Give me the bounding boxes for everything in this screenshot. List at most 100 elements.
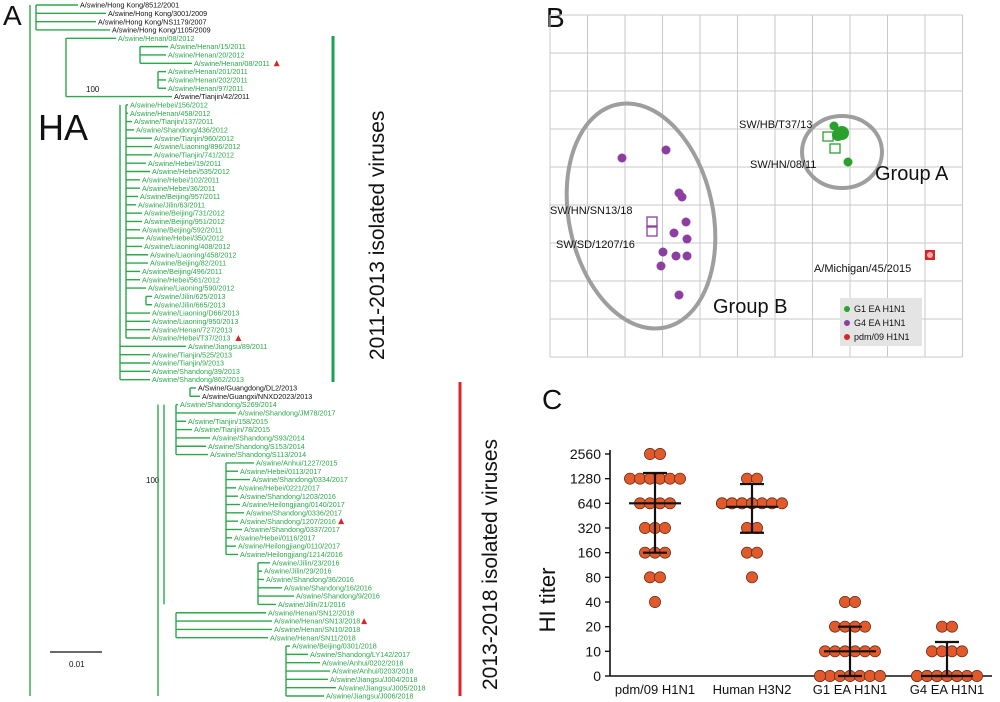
tree-leaf-label: A/swine/Hebei/102/2011 [142,175,219,184]
tree-leaf-label: A/swine/Shandong/JM78/2017 [238,409,336,418]
titer-point [741,546,753,559]
panel-letter-c: C [542,384,563,415]
tree-leaf-label: A/swine/Jiangsu/J006/2018 [326,692,414,701]
tree-leaf-label: A/swine/Hebei/0221/2017 [238,483,320,492]
titer-point [649,596,661,608]
titer-point [654,571,666,584]
tree-leaf-label: A/swine/Henan/SN10/2018 [274,625,360,634]
y-tick-label: 320 [578,520,602,536]
tree-leaf-label: A/swine/Hebei/36/2011 [142,184,215,193]
tree-leaf-label: A/swine/Jilin/665/2013 [154,300,226,309]
titer-point [674,472,686,485]
tree-leaf-label: A/swine/Liaoning/458/2012 [150,250,236,259]
map-legend: G1 EA H1N1 G4 EA H1N1 pdm/09 H1N1 [840,298,922,346]
annotation-sw-hb-t37-13: SW/HB/T37/13 [739,119,812,131]
titer-point [956,645,968,658]
red-triangle-marker [361,618,368,625]
tree-leaf-label: A/swine/Tianjin/78/2015 [194,425,270,434]
y-tick-label: 80 [585,569,601,585]
tree-leaf-label: A/swine/Hebei/561/2012 [142,275,220,284]
tree-leaf-label: A/swine/Beijing/951/2012 [144,217,225,226]
pdm09-antigen-point [927,252,933,258]
g4-antigen-point [671,251,681,261]
x-tick-label: G1 EA H1N1 [813,682,887,697]
tree-leaf-label: A/swine/Anhui/0203/2018 [332,667,414,676]
red-triangle-marker [273,60,280,67]
tree-leaf-label: A/swine/Shandong/862/2013 [152,375,244,384]
y-tick-label: 0 [593,668,601,684]
tree-leaf-label: A/swine/Hebei/0113/2017 [240,467,321,476]
y-tick-label: 640 [578,495,602,511]
tree-leaf-label: A/swine/Hebei/T37/2013 [152,334,230,343]
y-tick-label: 10 [585,643,601,659]
legend-dot-g4 [844,320,850,326]
annotation-sw-sd-1207-16: SW/SD/1207/16 [556,239,635,251]
tree-leaf-label: A/swine/Hong Kong/8512/2001 [80,1,179,10]
titer-point [746,571,758,584]
legend-box [840,298,922,346]
tree-leaf-label: A/swine/Shandong/9/2016 [296,592,380,601]
g4-antigen-point [677,192,687,202]
titer-point [624,472,636,485]
tree-leaf-label: A/swine/Hong Kong/NS1179/2007 [98,17,207,26]
tree-leaf-label: A/swine/Henan/SN13/2018 [274,617,360,626]
g1-antigen-point [832,129,844,141]
g4-antigen-point [669,228,679,238]
tree-leaf-label: A/swine/Jilin/63/2011 [138,200,205,209]
y-tick-label: 160 [578,545,602,561]
titer-point [751,472,763,485]
titer-point [659,522,671,534]
tree-leaf-label: A/swine/Beijing/82/2011 [150,259,226,268]
tree-leaf-label: A/swine/Shandong/S113/2014 [210,450,306,459]
tree-leaf-label: A/swine/Shandong/0337/2017 [244,525,340,534]
tree-leaf-label: A/swine/Hebei/19/2011 [148,159,221,168]
group-a-label: Group A [875,163,949,185]
bootstrap-label-2: 100 [146,476,160,485]
group-a-ellipse [800,114,884,190]
chart-axes: 0 10 20 40 80 160 320 640 1280 2560 pdm/09 H1N1 Hum… [570,446,992,697]
titer-point [716,497,728,510]
titer-point [849,596,861,608]
g4-antigen-point [682,251,692,261]
scale-label: 0.01 [69,660,85,669]
tree-leaf-label: A/swine/Shandong/16/2016 [284,583,372,592]
g4-serum-square [646,216,658,227]
g4-antigen-point [658,247,668,257]
tree-leaf-label: A/swine/Anhui/0202/2018 [322,658,404,667]
tree-leaf-label: A/swine/Hong Kong/1105/2009 [112,26,211,35]
x-tick-label: G4 EA H1N1 [910,682,984,697]
group-label-2013-2018: 2013-2018 isolated viruses [479,439,502,690]
tree-leaf-label: A/swine/Henan/20/2012 [168,51,244,60]
tree-leaf-label: A/swine/Beijing/957/2011 [140,192,220,201]
titer-point [911,670,923,682]
titer-point [864,670,876,682]
tree-leaf-label: A/swine/Henan/202/2011 [168,76,248,85]
titer-point [824,670,836,682]
panel-letter-b: B [546,2,565,33]
tree-leaf-label: A/swine/Hong Kong/3001/2009 [108,9,207,18]
bootstrap-label-1: 100 [86,85,100,94]
tree-leaf-label: A/swine/Beijing/731/2012 [144,209,225,218]
titer-point [814,670,826,682]
annotation-sw-hn-08-11: SW/HN/08/11 [750,159,816,171]
titer-point [634,472,646,485]
chart-marks [624,448,983,682]
g4-serum-square [646,226,658,237]
tree-leaves: A/swine/Hong Kong/8512/2001A/swine/Hong … [80,1,426,701]
titer-point [936,620,948,633]
tree-leaf-label: A/swine/Tianjin/42/2011 [174,92,250,101]
legend-label-g1: G1 EA H1N1 [854,304,906,314]
tree-leaf-label: A/swine/Jilin/625/2013 [154,292,226,301]
g4-antigen-point [617,153,627,163]
tree-leaf-label: A/swine/Liaoning/408/2012 [144,242,230,251]
tree-leaf-label: A/swine/Jilin/29/2016 [264,567,332,576]
tree-leaf-label: A/swine/Liaoning/896/2012 [154,142,240,151]
titer-point [644,571,656,584]
legend-dot-g1 [844,306,850,312]
tree-leaf-label: A/swine/Shandong/S153/2014 [208,442,305,451]
g1-serum-square [829,143,841,154]
tree-leaf-label: A/swine/Tianjin/960/2012 [154,134,234,143]
group-b-ellipse [564,101,718,331]
titer-point [751,546,763,559]
x-tick-label: Human H3N2 [713,682,792,697]
